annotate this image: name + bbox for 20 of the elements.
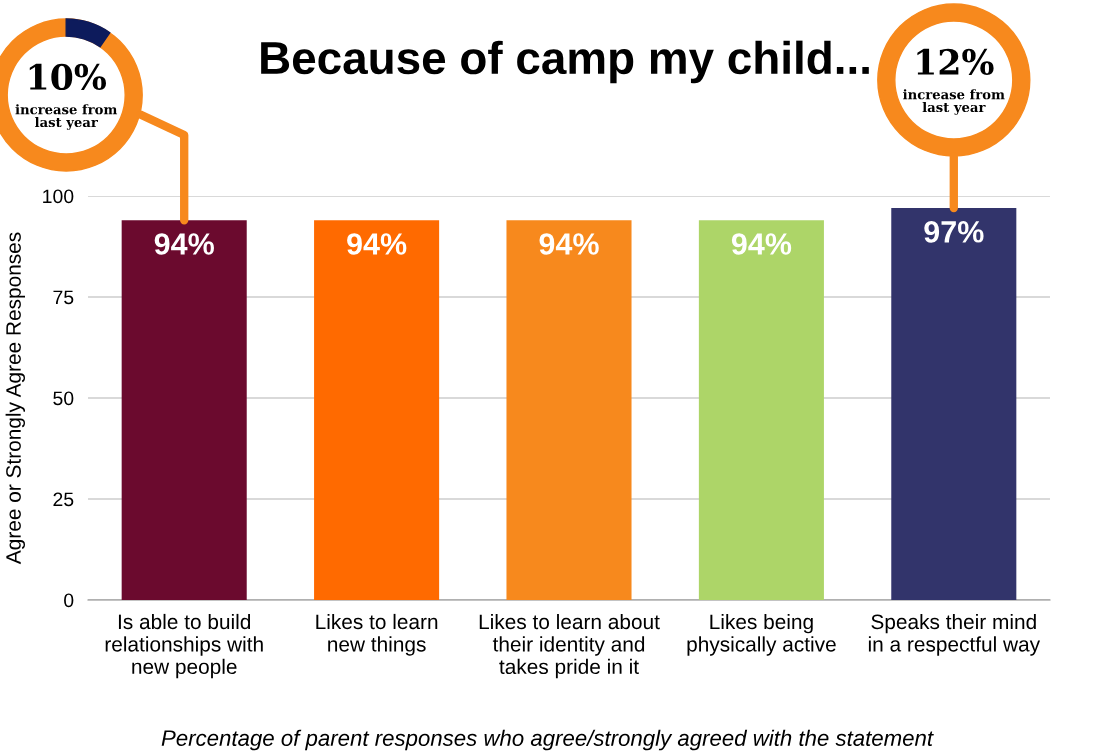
- data-label: 94%: [154, 233, 214, 255]
- y-axis-title: Agree or Strongly Agree Responses: [5, 232, 26, 565]
- chart-title: Because of camp my child...: [261, 40, 869, 84]
- y-tick-label: 100: [43, 189, 74, 204]
- annotation: 12% increase from last year: [903, 48, 1005, 115]
- x-tick-label: Is able to build relationships with new people: [105, 613, 263, 679]
- y-tick-label: 75: [53, 290, 74, 305]
- data-label: 94%: [731, 233, 792, 255]
- data-label: 97%: [924, 221, 984, 243]
- data-label: 94%: [539, 233, 599, 255]
- y-tick-label: 25: [53, 492, 74, 507]
- x-tick-label: Likes to learn about their identity and takes pride in it: [479, 613, 660, 679]
- y-tick-label: 50: [53, 391, 74, 406]
- data-label: 94%: [347, 233, 407, 255]
- annotation: 10% increase from last year: [15, 63, 118, 130]
- y-tick-label: 0: [64, 593, 74, 608]
- x-tick-label: Likes to learn new things: [316, 613, 438, 656]
- x-tick-label: Likes being physically active: [687, 613, 836, 656]
- x-tick-label: Speaks their mind in a respectful way: [868, 613, 1041, 656]
- text: Percentage of parent responses who agree/strongly agreed with the statement: [161, 729, 934, 751]
